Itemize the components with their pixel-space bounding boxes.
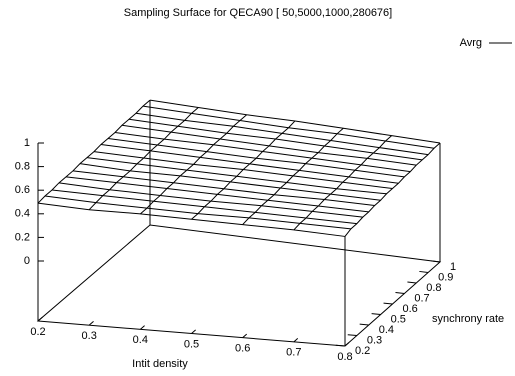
legend-label: Avrg <box>460 37 482 49</box>
z-tick-label: 0 <box>24 255 30 267</box>
y-tick-label: 0.6 <box>403 303 418 315</box>
y-tick <box>371 313 381 315</box>
x-tick-label: 0.2 <box>30 326 45 338</box>
surface-column <box>293 135 392 231</box>
y-tick-label: 0.7 <box>414 292 429 304</box>
y-tick-label: 0.9 <box>438 271 453 283</box>
x-tick <box>140 325 145 330</box>
y-tick <box>383 302 393 305</box>
y-tick <box>395 292 405 294</box>
x-tick <box>242 333 248 339</box>
x-tick-label: 0.4 <box>133 334 148 346</box>
x-tick-label: 0.6 <box>235 343 250 355</box>
x-tick-label: 0.5 <box>184 338 199 350</box>
y-tick-label: 0.5 <box>391 313 406 325</box>
surface-column <box>140 114 247 215</box>
surface-column <box>191 120 296 220</box>
y-axis-label: synchrony rate <box>432 313 504 325</box>
chart-title: Sampling Surface for QECA90 [ 50,5000,10… <box>124 7 392 19</box>
surface-row <box>58 182 363 218</box>
z-tick-label: 1 <box>24 137 30 149</box>
surface-column <box>37 99 151 204</box>
y-tick-label: 0.3 <box>367 334 382 346</box>
y-tick <box>419 270 429 273</box>
z-tick-label: 0.8 <box>15 161 30 173</box>
x-tick <box>191 329 196 334</box>
y-tick <box>335 344 346 347</box>
surface-column <box>344 142 441 237</box>
z-tick-label: 0.4 <box>15 208 30 220</box>
x-axis-label: Intit density <box>132 358 188 370</box>
y-tick <box>347 334 357 336</box>
y-tick-label: 1 <box>450 261 456 273</box>
x-tick <box>344 342 350 347</box>
x-tick <box>293 338 299 343</box>
y-tick <box>359 323 369 326</box>
x-tick-label: 0.3 <box>82 330 97 342</box>
surface-column <box>88 107 199 211</box>
surface-row <box>44 195 351 230</box>
y-tick-label: 0.8 <box>426 282 441 294</box>
x-tick-label: 0.8 <box>337 351 352 363</box>
surface-row <box>37 202 346 237</box>
z-tick-label: 0.6 <box>15 184 30 196</box>
x-tick <box>37 316 43 322</box>
x-tick <box>88 321 94 326</box>
surface-column <box>242 127 344 225</box>
x-tick-label: 0.7 <box>286 347 301 359</box>
y-tick <box>431 260 441 263</box>
y-tick <box>407 281 417 284</box>
z-tick-label: 0.2 <box>15 231 30 243</box>
y-tick-label: 0.2 <box>355 345 370 357</box>
y-tick-label: 0.4 <box>379 324 394 336</box>
